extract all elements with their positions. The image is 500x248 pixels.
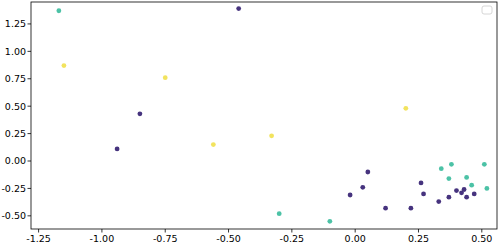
x-tick xyxy=(355,229,356,233)
y-tick-label: 0.50 xyxy=(5,101,26,112)
x-tick xyxy=(228,229,229,233)
y-tick xyxy=(28,78,32,79)
x-tick-label: -0.75 xyxy=(153,233,178,244)
point xyxy=(436,199,441,204)
x-tick xyxy=(291,229,292,233)
x-tick xyxy=(165,229,166,233)
x-tick-label: -0.50 xyxy=(216,233,241,244)
chart: -1.25 -1.00 -0.75 -0.50 -0.25 0.00 0.25 0.50 -0.… xyxy=(0,0,500,248)
point xyxy=(348,193,353,198)
point xyxy=(365,170,370,175)
point xyxy=(464,175,469,180)
y-tick-label: -0.50 xyxy=(1,210,26,221)
point xyxy=(236,6,241,11)
point xyxy=(383,206,388,211)
y-tick-label: 0.00 xyxy=(5,155,26,166)
x-tick-label: -0.25 xyxy=(280,233,305,244)
y-tick xyxy=(28,51,32,52)
y-tick xyxy=(28,133,32,134)
y-tick xyxy=(28,188,32,189)
point xyxy=(464,195,469,200)
x-tick xyxy=(418,229,419,233)
point xyxy=(56,8,61,13)
point xyxy=(454,188,459,193)
point xyxy=(439,166,444,171)
point xyxy=(62,63,67,68)
point xyxy=(277,211,282,216)
x-tick xyxy=(101,229,102,233)
point xyxy=(482,162,487,167)
point xyxy=(462,187,467,192)
point xyxy=(115,147,120,152)
y-tick xyxy=(28,215,32,216)
point xyxy=(211,142,216,147)
point xyxy=(269,133,274,138)
point xyxy=(446,195,451,200)
x-tick-label: 0.00 xyxy=(345,233,366,244)
point xyxy=(484,186,489,191)
points xyxy=(56,6,489,224)
y-tick xyxy=(28,106,32,107)
point xyxy=(138,111,143,116)
y-tick-label: 0.25 xyxy=(5,128,26,139)
y-tick-label: 1.25 xyxy=(5,18,26,29)
point xyxy=(408,206,413,211)
x-tick xyxy=(38,229,39,233)
y-tick xyxy=(28,161,32,162)
y-tick-label: 0.75 xyxy=(5,73,26,84)
point xyxy=(472,192,477,197)
x-tick xyxy=(481,229,482,233)
point xyxy=(163,75,168,80)
y-tick-label: -0.25 xyxy=(1,183,26,194)
x-tick-label: -1.00 xyxy=(90,233,115,244)
x-tick-label: -1.25 xyxy=(26,233,51,244)
point xyxy=(403,106,408,111)
point xyxy=(446,176,451,181)
x-tick-label: 0.50 xyxy=(471,233,492,244)
point xyxy=(421,192,426,197)
x-tick-label: 0.25 xyxy=(408,233,429,244)
point xyxy=(469,183,474,188)
point xyxy=(360,185,365,190)
y-tick xyxy=(28,23,32,24)
legend xyxy=(482,6,492,14)
y-tick-label: 1.00 xyxy=(5,46,26,57)
plot-frame xyxy=(31,2,497,229)
point xyxy=(419,181,424,186)
point xyxy=(327,219,332,224)
point xyxy=(449,162,454,167)
